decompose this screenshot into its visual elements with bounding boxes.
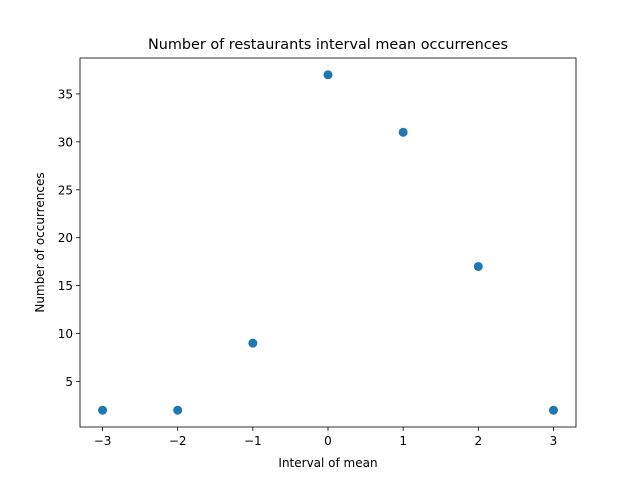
x-tick-label: 2 [474,434,482,448]
y-axis-ticks: 5 10 15 20 25 30 35 [58,87,80,389]
y-tick-label: 10 [58,327,73,341]
data-point [98,405,108,415]
x-tick-label: 3 [550,434,558,448]
y-tick-label: 25 [58,183,73,197]
plot-frame [79,57,577,428]
y-tick-label: 15 [58,279,73,293]
x-axis-ticks: −3 −2 −1 0 1 2 3 [94,427,558,448]
data-point [173,405,183,415]
x-tick-label: −3 [94,434,112,448]
y-tick-label: 20 [58,231,73,245]
data-points [98,70,558,415]
x-tick-label: 0 [324,434,332,448]
x-tick-label: −1 [244,434,262,448]
x-tick-label: −2 [169,434,187,448]
x-axis-label: Interval of mean [278,456,377,470]
data-point [398,127,408,137]
y-tick-label: 30 [58,135,73,149]
y-axis-label: Number of occurrences [33,172,47,312]
y-tick-label: 35 [58,87,73,101]
data-point [323,70,333,80]
data-point [548,405,558,415]
data-point [248,338,258,348]
x-tick-label: 1 [399,434,407,448]
data-point [473,261,483,271]
chart-title: Number of restaurants interval mean occu… [148,37,508,53]
y-tick-label: 5 [65,375,73,389]
